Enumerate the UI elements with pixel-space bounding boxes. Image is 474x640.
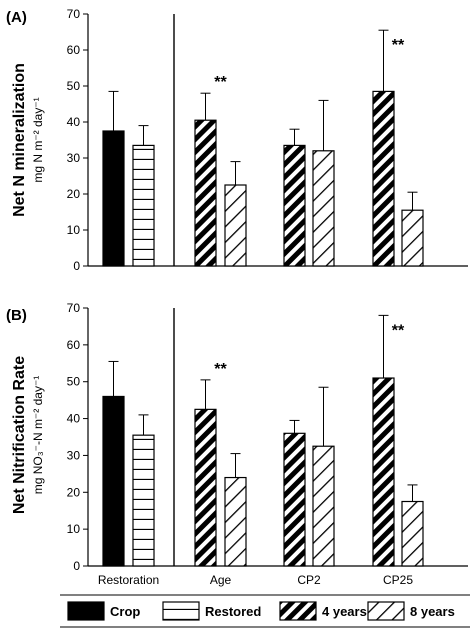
panel-a-y-tick-label: 40 [67, 115, 81, 129]
legend-label: Restored [205, 604, 261, 619]
panel-b-bar [283, 432, 306, 567]
panel-b: (B) Net Nitrification Rate mg NO₃⁻-N m⁻²… [6, 301, 468, 587]
panel-b-label: (B) [6, 307, 27, 324]
x-category-label: CP25 [383, 573, 413, 587]
panel-b-significance-mark: ** [392, 322, 405, 339]
panel-a-significance-mark: ** [214, 74, 227, 91]
x-category-label: CP2 [297, 573, 321, 587]
panel-b-y-tick-label: 70 [67, 301, 81, 315]
panel-a-y-axis-title: Net N mineralization [11, 63, 28, 217]
legend-label: 4 years [322, 604, 367, 619]
x-category-labels: Restoration Age CP2 CP25 [98, 573, 414, 587]
legend: Crop Restored 4 years 8 years [60, 594, 470, 628]
panel-a-y-tick-label: 10 [67, 223, 81, 237]
panel-a-bar [102, 130, 125, 267]
panel-b-y-tick-label: 20 [67, 485, 81, 499]
panel-a-y-tick-label: 70 [67, 7, 81, 21]
panel-a-significance-mark: ** [392, 37, 405, 54]
panel-a-bar [194, 119, 217, 267]
legend-swatch [162, 601, 200, 621]
panel-a-bar [224, 184, 247, 267]
panel-b-y-tick-label: 50 [67, 375, 81, 389]
panel-b-y-axis-unit: mg NO₃⁻-N m⁻² day⁻¹ [31, 376, 45, 495]
panel-a-y-tick-label: 0 [73, 259, 80, 273]
panel-b-y-tick-label: 0 [73, 559, 80, 573]
legend-label: 8 years [410, 604, 455, 619]
panel-a-y-tick-label: 50 [67, 79, 81, 93]
x-category-label: Age [210, 573, 232, 587]
legend-swatch [279, 601, 317, 621]
panel-b-bar [372, 377, 395, 567]
panel-b-bar [401, 500, 424, 567]
panel-a-bar [372, 90, 395, 267]
panel-a-bar [132, 144, 155, 267]
panel-b-bar [312, 445, 335, 567]
panel-a: (A) Net N mineralization mg N m⁻² day⁻¹ … [6, 7, 468, 273]
panel-b-y-tick-label: 30 [67, 448, 81, 462]
panel-b-bar [224, 476, 247, 567]
panel-a-bar [312, 150, 335, 267]
panel-a-y-tick-label: 20 [67, 187, 81, 201]
panel-a-bar [401, 209, 424, 267]
panel-a-y-axis-unit: mg N m⁻² day⁻¹ [31, 97, 45, 182]
panel-b-bars: ** ** [102, 314, 424, 567]
panel-b-y-tick-label: 10 [67, 522, 81, 536]
legend-swatch [67, 601, 105, 621]
panel-a-bar [283, 144, 306, 267]
panel-b-y-tick-label: 60 [67, 338, 81, 352]
panel-b-y-tick-label: 40 [67, 412, 81, 426]
panel-a-bars: ** ** [102, 29, 424, 267]
panel-b-significance-mark: ** [214, 361, 227, 378]
panel-a-y-tick-label: 60 [67, 43, 81, 57]
legend-label: Crop [110, 604, 140, 619]
legend-swatch [367, 601, 405, 621]
panel-b-y-axis-title: Net Nitrification Rate [11, 356, 28, 514]
panel-a-label: (A) [6, 9, 27, 26]
panel-b-bar [132, 434, 155, 567]
panel-b-bar [102, 395, 125, 567]
panel-b-bar [194, 408, 217, 567]
x-category-label: Restoration [98, 573, 159, 587]
panel-a-y-tick-label: 30 [67, 151, 81, 165]
